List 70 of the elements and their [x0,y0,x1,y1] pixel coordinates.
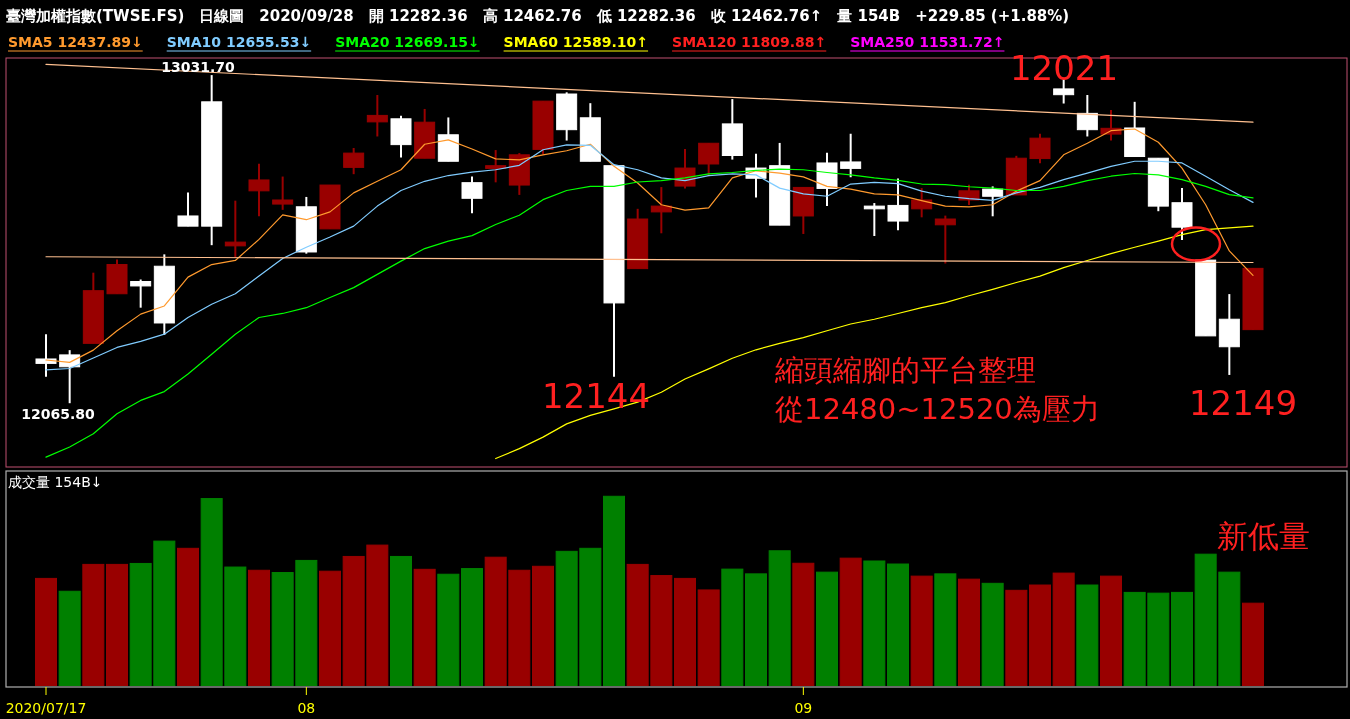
candlestick [911,187,933,219]
annotation: 13031.70 [161,59,236,76]
candlestick [934,214,956,265]
bar [721,568,744,686]
bar [58,590,81,686]
candlestick [343,147,365,176]
candlestick [485,149,507,184]
legend: SMA5 12437.89↓ SMA10 12655.53↓ SMA20 12669.15↓ SMA60 12589.10↑ SMA120 11809.88↑ SMA250 11531.72↑ [7,34,1005,52]
annotation: 12144 [541,376,651,416]
x-tick-label: 08 [297,700,316,716]
candlestick [840,132,862,179]
bar [887,563,909,686]
annotation: 縮頭縮腳的平台整理 [774,353,1036,387]
annotation: 新低量 [1216,518,1310,554]
bar [248,569,270,686]
bar [1029,584,1051,686]
bar [1242,602,1264,686]
candlestick [1029,132,1051,165]
bar [437,573,460,686]
bar [319,570,341,686]
annotation: 12065.80 [21,406,96,422]
candlestick [698,142,720,178]
legend-label: SMA120 11809.88↑ [672,34,827,50]
bar [35,577,57,686]
bar [934,573,957,686]
candlestick [248,162,270,218]
bar [532,565,554,686]
candlestick [650,186,672,235]
candlestick [177,191,199,228]
bar [697,589,720,686]
candlestick [461,175,483,215]
bar [863,560,886,686]
candlestick [130,278,152,309]
bar [413,568,436,686]
bar [390,555,412,686]
candlestick [887,177,909,232]
legend-label: SMA250 11531.72↑ [850,34,1005,50]
x-tick-label: 09 [794,700,813,716]
bar [958,578,980,686]
annotation: 12149 [1188,383,1298,423]
bar [177,547,199,686]
annotation: 12021 [1009,48,1119,88]
candlestick [272,175,294,211]
bar [839,557,862,686]
bar [745,573,767,686]
candlestick [35,333,57,378]
bar [1076,584,1099,686]
bar [910,575,933,686]
bar [981,582,1004,686]
candlestick [366,94,388,138]
bar [792,562,815,686]
candlestick [224,199,246,259]
candlestick [982,185,1004,218]
bar [674,577,696,686]
bar [1100,575,1122,686]
bar [82,563,105,686]
chart-title: 臺灣加權指數(TWSE.FS) 日線圖 2020/09/28 開 12282.36 高 12462.76 低 12282.36 收 12462.76↑ 量 154B +229.85 (+1.88%) [6,7,1070,25]
bar [1005,589,1028,686]
bar [603,495,625,686]
bar [461,568,483,686]
x-tick-label: 2020/07/17 [5,700,87,716]
bar [768,550,791,686]
bar [816,571,838,686]
chart-title: 成交量 154B↓ [8,474,103,490]
annotation: 從12480~12520為壓力 [775,392,1100,426]
candlestick [863,202,885,237]
bar [1052,572,1075,686]
candlestick [1076,94,1098,138]
bar [106,563,128,686]
bar [1171,591,1193,686]
